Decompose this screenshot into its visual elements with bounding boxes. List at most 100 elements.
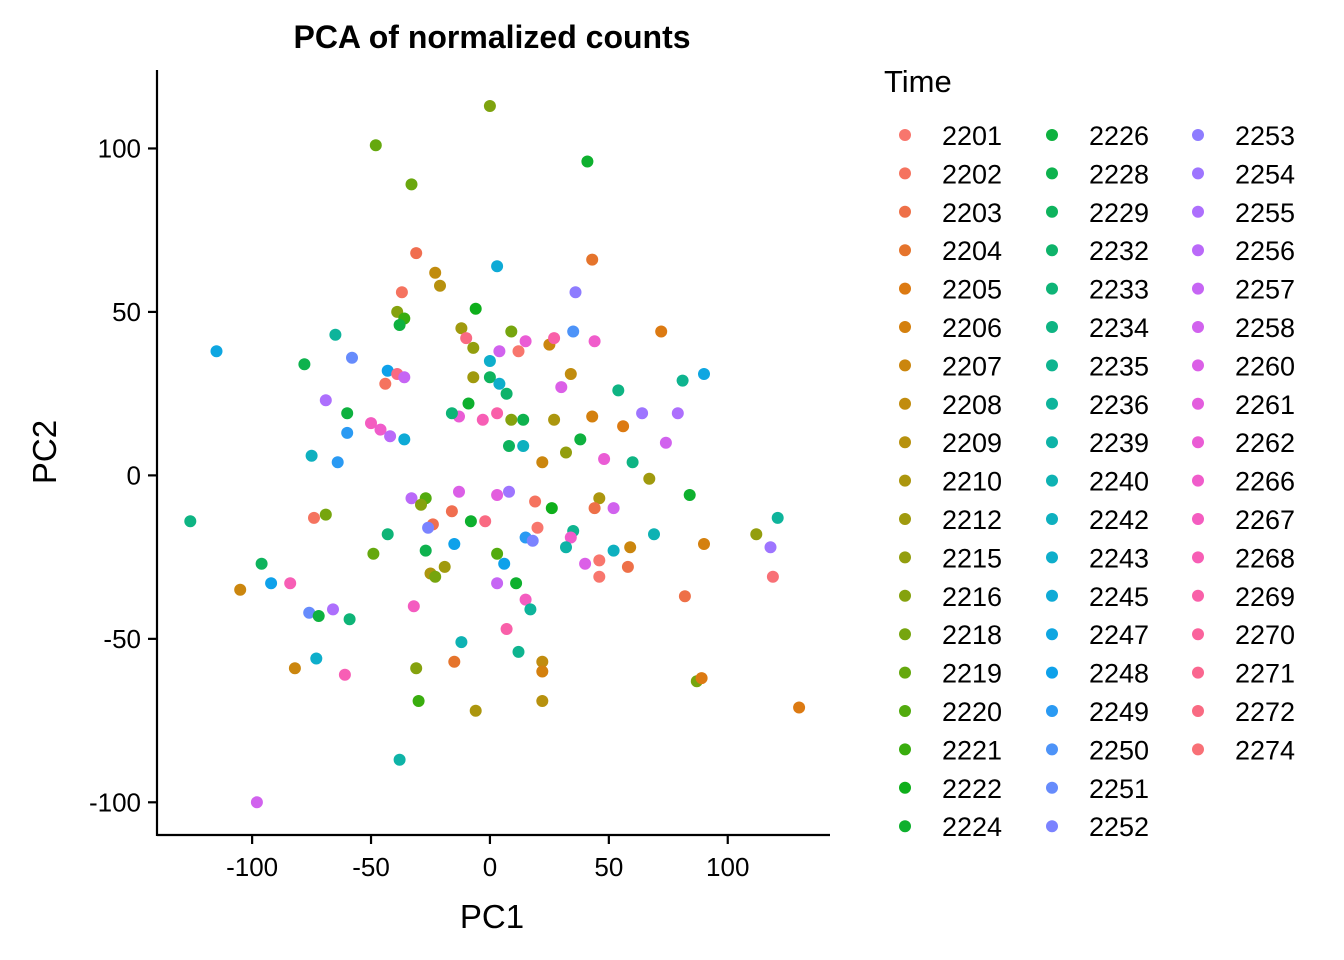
data-point: [517, 413, 530, 426]
legend-key: [1192, 513, 1204, 525]
legend-key: [899, 474, 911, 487]
y-tick-label: 50: [112, 297, 141, 327]
data-point: [303, 606, 316, 619]
legend-key: [1046, 359, 1058, 372]
x-tick-label: -100: [226, 852, 278, 882]
legend-label: 2262: [1235, 428, 1295, 458]
legend-entry: 2236: [1046, 390, 1149, 420]
legend-entry: 2266: [1192, 467, 1295, 497]
data-point: [503, 440, 515, 452]
legend-entry: 2258: [1192, 313, 1295, 343]
y-axis-title: PC2: [26, 420, 63, 484]
data-point: [567, 325, 580, 338]
legend: 2201 2202 2203 2204 2205 2206 2207 2208 2209 2210…: [899, 121, 1295, 842]
points-layer: [184, 100, 806, 809]
data-point: [265, 577, 278, 590]
data-point: [588, 335, 601, 348]
legend-label: 2219: [942, 659, 1002, 689]
legend-entry: 2249: [1046, 697, 1149, 727]
legend-entry: 2224: [899, 812, 1002, 842]
legend-label: 2212: [942, 505, 1002, 535]
legend-label: 2204: [942, 236, 1002, 266]
data-point: [405, 178, 418, 191]
data-point: [429, 266, 442, 279]
legend-label: 2234: [1089, 313, 1149, 343]
data-point: [512, 345, 525, 358]
data-point: [469, 302, 482, 315]
legend-label: 2202: [942, 159, 1002, 189]
data-point: [476, 413, 489, 426]
legend-entry: 2229: [1046, 198, 1149, 228]
legend-label: 2257: [1235, 275, 1295, 305]
data-point: [793, 701, 806, 714]
legend-key: [1192, 397, 1204, 410]
legend-label: 2235: [1089, 351, 1149, 381]
data-point: [343, 613, 356, 626]
legend-entry: 2272: [1192, 697, 1295, 727]
legend-key: [899, 359, 911, 372]
data-point: [288, 662, 301, 675]
data-point: [698, 538, 710, 550]
data-point: [491, 489, 504, 501]
data-point: [560, 541, 572, 554]
x-tick-label: 100: [706, 852, 749, 882]
data-point: [381, 528, 394, 541]
data-point: [648, 528, 660, 541]
data-point: [607, 502, 620, 515]
data-point: [429, 570, 442, 583]
legend-label: 2209: [942, 428, 1002, 458]
data-point: [331, 456, 344, 469]
data-point: [671, 407, 684, 420]
data-point: [491, 260, 504, 273]
x-tick-label: 0: [483, 852, 497, 882]
legend-entry: 2210: [899, 467, 1002, 497]
legend-entry: 2228: [1046, 159, 1149, 189]
legend-label: 2228: [1089, 159, 1149, 189]
legend-key: [1192, 705, 1204, 717]
data-point: [365, 417, 377, 430]
data-point: [346, 351, 358, 364]
legend-key: [1192, 628, 1204, 641]
legend-label: 2215: [942, 543, 1002, 573]
data-point: [621, 560, 634, 573]
axes-layer: [155, 70, 830, 837]
data-point: [598, 453, 611, 465]
data-point: [298, 358, 311, 371]
data-point: [764, 541, 777, 554]
data-point: [312, 610, 325, 622]
legend-key: [1046, 820, 1058, 833]
legend-key: [1192, 436, 1204, 449]
legend-label: 2260: [1235, 351, 1295, 381]
y-tick-label: -100: [89, 787, 141, 817]
data-point: [453, 485, 465, 498]
y-tick-label: 100: [98, 133, 141, 163]
data-point: [655, 325, 668, 338]
legend-entry: 2207: [899, 351, 1002, 381]
legend-entry: 2271: [1192, 659, 1295, 689]
legend-label: 2242: [1089, 505, 1149, 535]
legend-label: 2218: [942, 620, 1002, 650]
data-point: [607, 544, 620, 557]
data-point: [500, 623, 513, 635]
legend-entry: 2243: [1046, 543, 1149, 573]
data-point: [460, 332, 473, 345]
legend-key: [1046, 589, 1058, 602]
legend-label: 2216: [942, 582, 1002, 612]
data-point: [505, 325, 518, 338]
data-point: [564, 368, 577, 380]
legend-label: 2203: [942, 198, 1002, 228]
legend-key: [1046, 474, 1058, 487]
data-point: [536, 456, 549, 469]
data-point: [479, 515, 492, 528]
legend-label: 2268: [1235, 543, 1295, 573]
legend-key: [899, 167, 911, 180]
data-point: [410, 247, 423, 260]
legend-entry: 2226: [1046, 121, 1149, 151]
legend-label: 2240: [1089, 467, 1149, 497]
legend-key: [899, 282, 911, 295]
data-point: [569, 286, 582, 299]
data-point: [341, 426, 354, 439]
data-point: [369, 139, 382, 152]
data-point: [491, 577, 504, 590]
